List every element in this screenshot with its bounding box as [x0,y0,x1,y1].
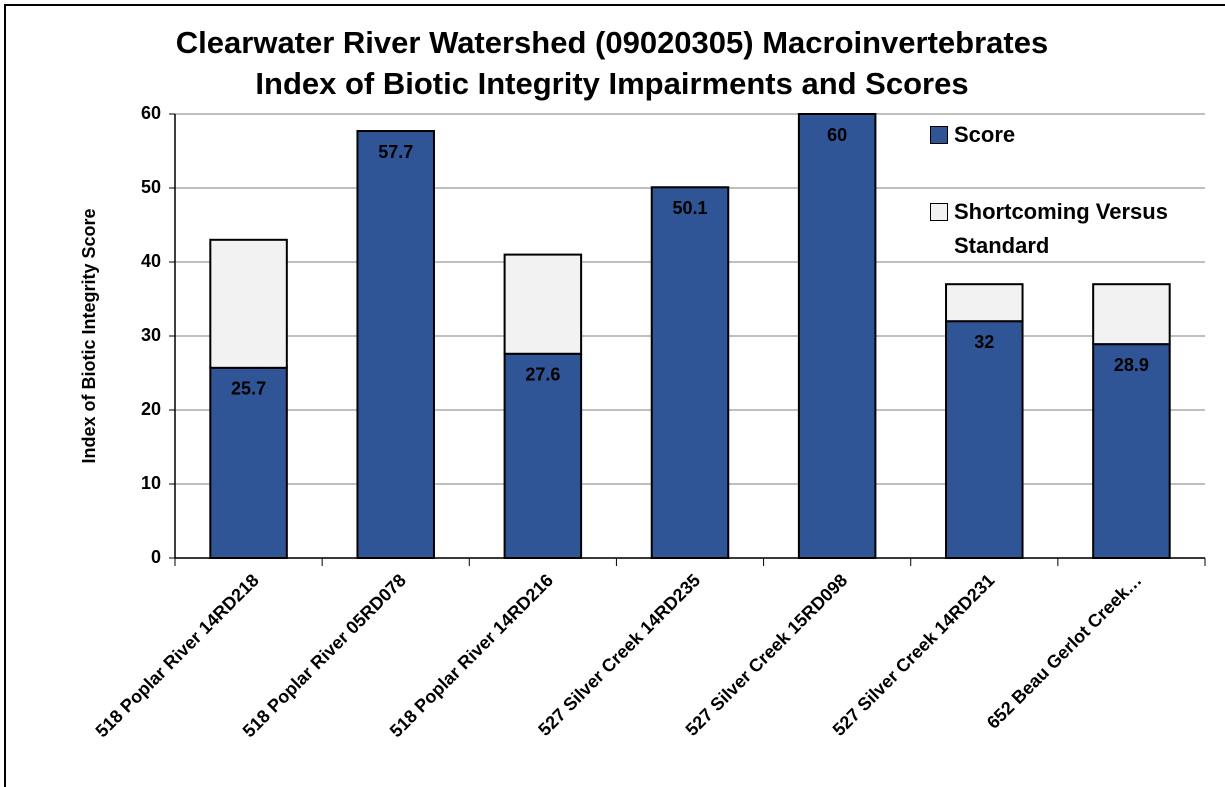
y-tick-label: 20 [141,399,161,419]
data-label: 25.7 [231,379,266,399]
x-tick-label: 527 Silver Creek 15RD098 [682,570,852,740]
bar-segment [650,186,730,559]
legend-swatch [930,126,948,144]
data-label: 28.9 [1114,355,1149,375]
y-tick-label: 0 [151,547,161,567]
legend-item: Shortcoming Versus Standard [930,195,1205,263]
x-tick-label: 518 Poplar River 14RD216 [386,570,557,741]
chart-title: Index of Biotic Integrity Impairments an… [255,66,968,101]
x-tick-label: 518 Poplar River 14RD218 [92,570,263,741]
bar-segment [797,113,877,559]
x-tick-label: 652 Beau Gerlot Creek… [983,570,1146,733]
legend-swatch [930,203,948,221]
bar-segment [1092,283,1171,346]
frame [4,4,1225,787]
chart-title: Clearwater River Watershed (09020305) Ma… [176,25,1048,60]
data-label: 32 [974,332,994,352]
bar-segment [503,253,583,355]
bar-segment [209,366,288,559]
y-tick-label: 60 [141,103,161,123]
y-tick-label: 10 [141,473,161,493]
data-label: 57.7 [378,142,413,162]
x-tick-label: 527 Silver Creek 14RD231 [829,570,999,740]
y-tick-label: 30 [141,325,161,345]
y-axis-title: Index of Biotic Integrity Score [79,208,99,463]
bar-segment [209,238,288,369]
legend-label: Score [954,122,1016,147]
bar-segment [945,283,1024,323]
bar-segment [1092,343,1171,560]
bar-segment [503,352,583,560]
x-tick-label: 527 Silver Creek 14RD235 [534,570,704,740]
data-label: 60 [827,125,847,145]
y-tick-label: 50 [141,177,161,197]
data-label: 50.1 [672,198,707,218]
bar-segment [356,130,435,560]
bar-segment [945,320,1024,560]
y-tick-label: 40 [141,251,161,271]
legend-item: Score [930,118,1205,152]
x-tick-label: 518 Poplar River 05RD078 [239,570,410,741]
data-label: 27.6 [525,365,560,385]
legend-label: Shortcoming Versus Standard [954,199,1168,258]
